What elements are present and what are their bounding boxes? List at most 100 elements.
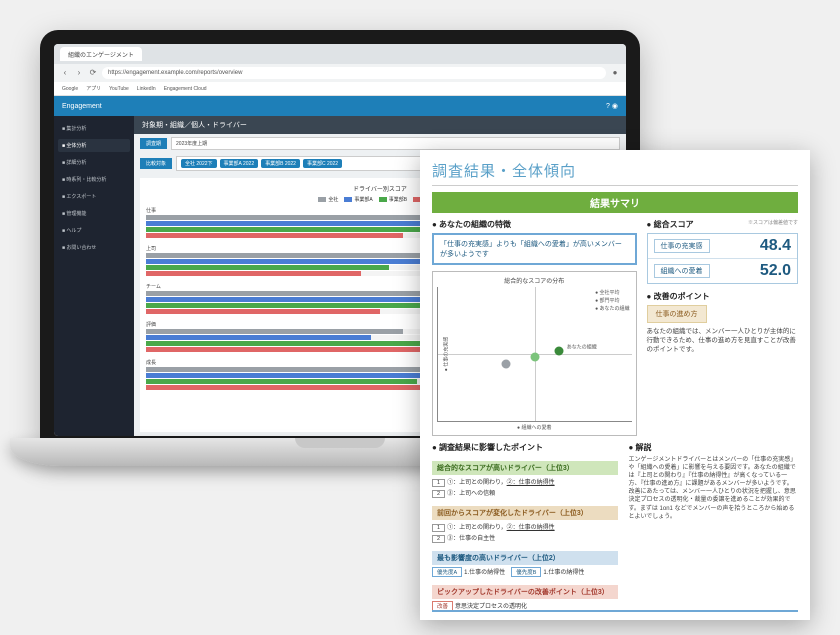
driver-pill: 1 <box>432 479 445 487</box>
bar <box>146 379 417 384</box>
org-message: 「仕事の充実感」よりも「組織への愛着」が高いメンバーが多いようです <box>432 233 637 265</box>
bookmark-item[interactable]: LinkedIn <box>137 86 156 92</box>
driver-band-title: 総合的なスコアが高いドライバー（上位3） <box>432 461 618 475</box>
driver-pill: 1 <box>432 524 445 532</box>
scatter-legend: ● 全社平均● 部門平均● あなたの組織 <box>595 289 629 312</box>
sidebar-item[interactable]: ■ エクスポート <box>58 190 130 203</box>
scatter-y-axis: ● 仕事の充実感 <box>443 337 450 371</box>
summary-band: 結果サマリ <box>432 192 798 213</box>
bar <box>146 347 436 352</box>
driver-band-title: 最も影響度の高いドライバー（上位2） <box>432 551 618 565</box>
score-label: 仕事の充実感 <box>654 239 710 253</box>
driver-line: 2③：上司への信頼 <box>432 488 618 498</box>
score-block-title: ● 総合スコア <box>647 219 694 230</box>
sidebar-item[interactable]: ■ 詳細分析 <box>58 156 130 169</box>
help-icon[interactable]: ? ◉ <box>606 102 618 110</box>
sidebar-item[interactable]: ■ 集計分析 <box>58 122 130 135</box>
browser-tabstrip: 組織のエンゲージメント <box>54 44 626 64</box>
browser-tab[interactable]: 組織のエンゲージメント <box>60 47 142 61</box>
bookmark-item[interactable]: Engagement Cloud <box>164 86 207 92</box>
scatter-wrap: 総合的なスコアの分布 ● 仕事の充実感 ● 全社平均● 部門平均● あなたの組織… <box>432 271 637 436</box>
bar <box>146 303 455 308</box>
legend-item: 事業部A <box>344 196 372 203</box>
score-box: 仕事の充実感 48.4 組織への愛着52.0 <box>647 233 798 284</box>
org-block-title: ● あなたの組織の特徴 <box>432 219 637 230</box>
driver-pill: 優先度A <box>432 567 462 577</box>
scatter-legend-item: ● 部門平均 <box>595 297 629 304</box>
scatter-point <box>501 360 510 369</box>
bookmark-item[interactable]: YouTube <box>109 86 129 92</box>
sidebar-item[interactable]: ■ お問い合わせ <box>58 241 130 254</box>
legend-item: 全社 <box>318 196 338 203</box>
scatter-title: 総合的なスコアの分布 <box>437 276 632 285</box>
score-value: 48.4 <box>760 237 791 255</box>
driver-pill: 2 <box>432 490 445 498</box>
page-title: 対象期・組織／個人・ドライバー <box>134 116 626 134</box>
driver-section: 前回からスコアが変化したドライバー（上位3） 1①：上司との関わり，②：仕事の納得… <box>432 506 618 543</box>
score-label: 組織への愛着 <box>654 264 710 278</box>
bar <box>146 265 389 270</box>
bar <box>146 367 446 372</box>
driver-line: 2③：仕事の自主性 <box>432 533 618 543</box>
laptop-notch <box>295 438 385 448</box>
bar <box>146 221 464 226</box>
scatter-point <box>530 353 539 362</box>
report-card: 調査結果・全体傾向 結果サマリ ● あなたの組織の特徴 「仕事の充実感」よりも「… <box>420 150 810 620</box>
bar <box>146 309 380 314</box>
score-row: 仕事の充実感 48.4 <box>648 234 797 259</box>
scatter-x-axis: ● 組織への愛着 <box>437 424 632 431</box>
driver-pill: 優先度B <box>511 567 541 577</box>
back-icon[interactable]: ‹ <box>60 68 70 78</box>
bar <box>146 291 427 296</box>
bar <box>146 335 371 340</box>
filter-chip[interactable]: 事業部C 2022 <box>303 159 342 168</box>
scatter-point-label: あなたの組織 <box>567 343 597 350</box>
sidebar: ■ 集計分析 ■ 全体分析 ■ 詳細分析 ■ 時系列・比較分析 ■ エクスポート ■ 管理… <box>54 116 134 436</box>
point-block-title: ● 改善のポイント <box>647 291 798 302</box>
forward-icon[interactable]: › <box>74 68 84 78</box>
score-note: ※スコアは偏差値です <box>748 219 798 230</box>
legend-item: 事業部B <box>379 196 407 203</box>
bar <box>146 227 436 232</box>
filter-chip[interactable]: 事業部B 2022 <box>261 159 300 168</box>
app-header: Engagement ? ◉ <box>54 96 626 116</box>
bar <box>146 329 403 334</box>
score-row: 組織への愛着52.0 <box>648 259 797 283</box>
sidebar-item[interactable]: ■ 時系列・比較分析 <box>58 173 130 186</box>
driver-line: 1①：上司との関わり，②：仕事の納得性 <box>432 477 618 487</box>
filter-chip[interactable]: 事業部A 2022 <box>220 159 259 168</box>
bookmark-bar: Google アプリ YouTube LinkedIn Engagement Cloud <box>54 82 626 96</box>
address-bar[interactable]: https://engagement.example.com/reports/o… <box>102 67 606 79</box>
drivers-title: ● 調査結果に影響したポイント <box>432 442 618 453</box>
profile-icon[interactable]: ● <box>610 68 620 78</box>
driver-band-title: ピックアップしたドライバーの改善ポイント（上位3） <box>432 585 618 599</box>
kaisetsu-body: エンゲージメントドライバーとはメンバーの「仕事の充実感」や「組織への愛着」に影響… <box>628 456 798 521</box>
driver-line: 1①：上司との関わり，②：仕事の納得性 <box>432 522 618 532</box>
sidebar-item[interactable]: ■ ヘルプ <box>58 224 130 237</box>
filter-chip[interactable]: 全社 2022下 <box>181 159 217 168</box>
kaisetsu-title: ● 解説 <box>628 442 798 453</box>
bar <box>146 373 427 378</box>
driver-band-title: 前回からスコアが変化したドライバー（上位3） <box>432 506 618 520</box>
bar <box>146 271 361 276</box>
report-title: 調査結果・全体傾向 <box>432 160 798 181</box>
driver-text: ②：仕事の納得性 <box>507 525 555 531</box>
filter-compare-label: 比較対象 <box>140 158 172 169</box>
scatter-plot: ● 仕事の充実感 ● 全社平均● 部門平均● あなたの組織 あなたの組織 <box>437 287 632 422</box>
reload-icon[interactable]: ⟳ <box>88 68 98 78</box>
bar <box>146 233 403 238</box>
filter-period-select[interactable]: 2023年度上期 <box>171 137 620 150</box>
driver-section: ピックアップしたドライバーの改善ポイント（上位3）改善意思決定プロセスの透明化 <box>432 585 618 611</box>
sidebar-item[interactable]: ■ 全体分析 <box>58 139 130 152</box>
filter-period-label: 調査期 <box>140 138 167 149</box>
driver-line: 優先度A1.仕事の納得性 優先度B1.仕事の納得性 <box>432 567 618 577</box>
sidebar-item[interactable]: ■ 管理機能 <box>58 207 130 220</box>
point-tag: 仕事の進め方 <box>647 305 707 323</box>
browser-toolbar: ‹ › ⟳ https://engagement.example.com/rep… <box>54 64 626 82</box>
driver-section: 総合的なスコアが高いドライバー（上位3）1①：上司との関わり，②：仕事の納得性2… <box>432 461 618 498</box>
app-brand: Engagement <box>62 103 102 110</box>
bookmark-item[interactable]: Google <box>62 86 78 92</box>
driver-text: ②：仕事の納得性 <box>507 480 555 486</box>
bookmark-item[interactable]: アプリ <box>86 85 101 92</box>
driver-section: 最も影響度の高いドライバー（上位2） 優先度A1.仕事の納得性 優先度B1.仕事の… <box>432 551 618 577</box>
